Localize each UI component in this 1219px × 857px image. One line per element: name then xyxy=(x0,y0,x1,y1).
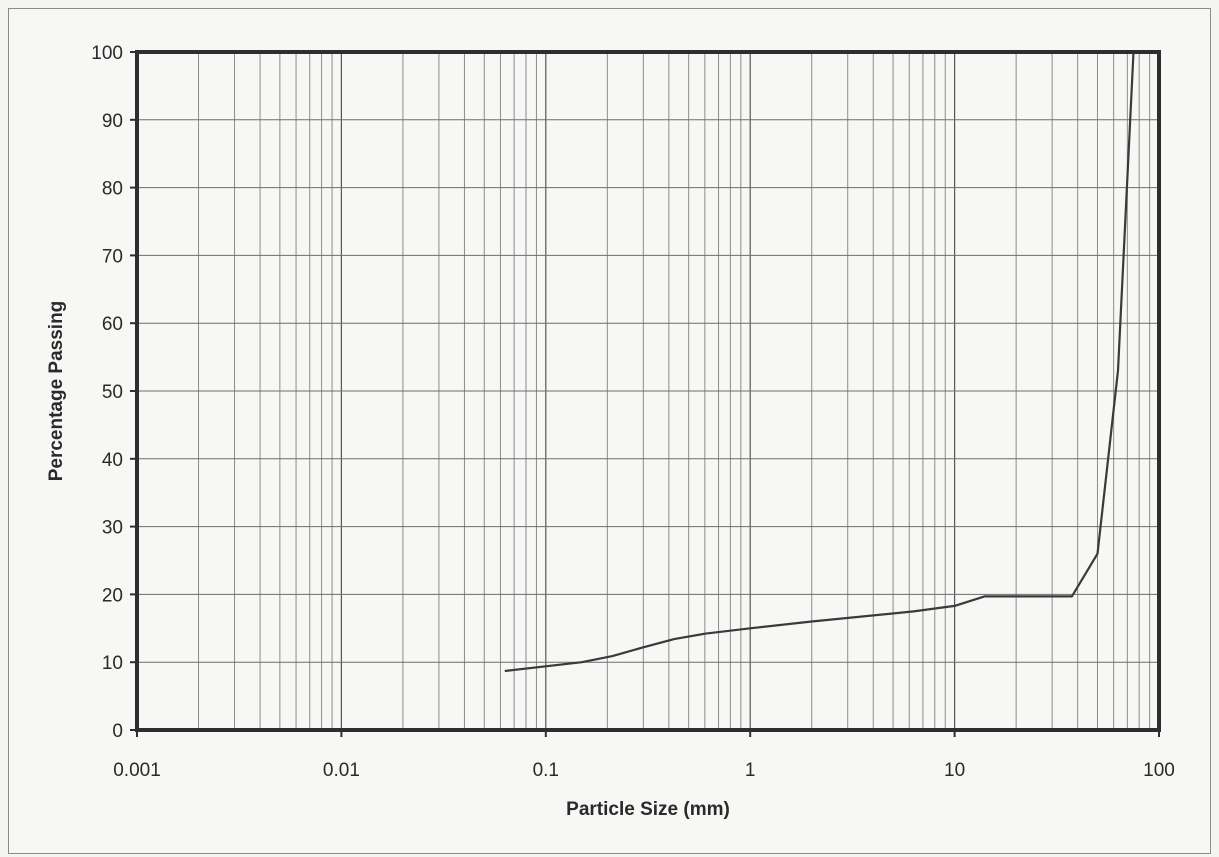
y-tick-label: 10 xyxy=(102,653,123,674)
chart-frame xyxy=(8,8,1211,854)
x-tick-label: 0.1 xyxy=(533,760,559,781)
y-tick-label: 100 xyxy=(91,43,123,64)
y-tick-label: 90 xyxy=(102,111,123,132)
y-tick-label: 70 xyxy=(102,246,123,267)
x-tick-label: 0.01 xyxy=(323,760,360,781)
y-tick-label: 50 xyxy=(102,382,123,403)
grading-curve-line xyxy=(504,51,1135,673)
x-axis-title: Particle Size (mm) xyxy=(566,799,730,820)
y-tick-label: 20 xyxy=(102,585,123,606)
x-tick-label: 100 xyxy=(1143,760,1175,781)
y-tick-label: 30 xyxy=(102,518,123,539)
y-axis-title: Percentage Passing xyxy=(46,301,67,482)
y-tick-labels: 0 10 20 30 40 50 60 70 80 90 100 xyxy=(91,43,137,742)
y-tick-label: 60 xyxy=(102,314,123,335)
x-tick-label: 1 xyxy=(745,760,756,781)
series-layer xyxy=(504,51,1135,673)
y-tick-label: 40 xyxy=(102,450,123,471)
grid-lines xyxy=(137,52,1159,730)
x-tick-labels: 0.001 0.01 0.1 1 10 100 xyxy=(113,730,1175,781)
x-tick-label: 10 xyxy=(944,760,965,781)
y-tick-label: 80 xyxy=(102,179,123,200)
y-tick-label: 0 xyxy=(112,721,123,742)
x-tick-label: 0.001 xyxy=(113,760,161,781)
